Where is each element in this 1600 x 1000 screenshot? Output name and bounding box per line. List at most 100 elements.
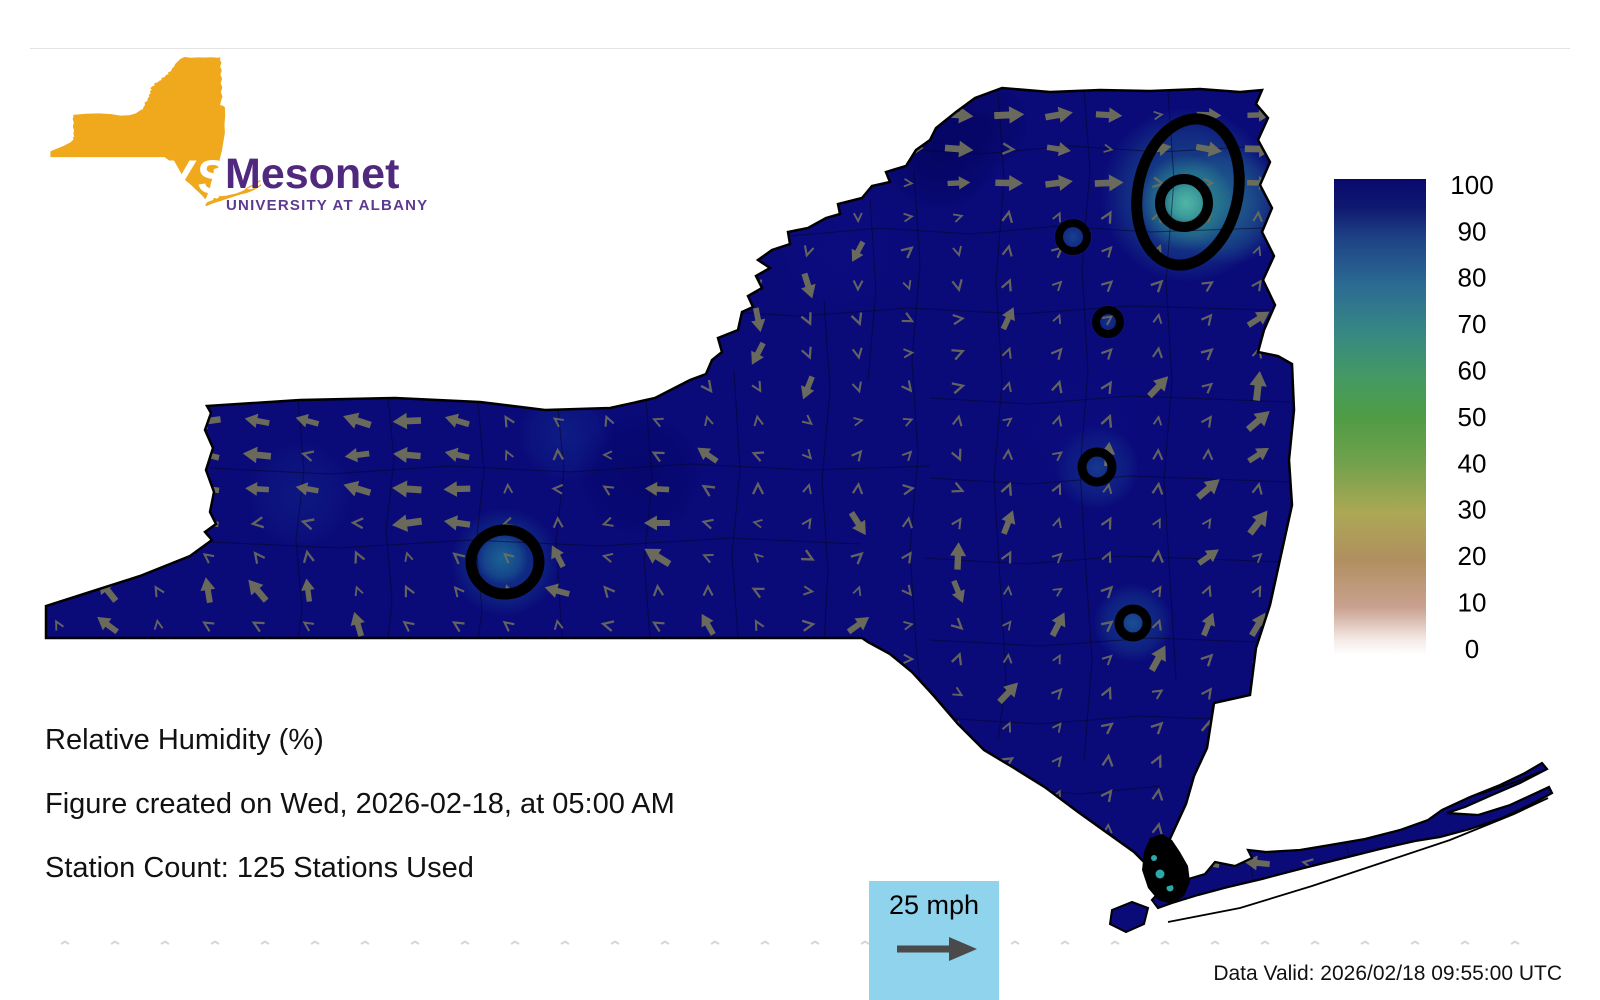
wind-arrow	[799, 136, 816, 162]
wind-chevron	[1051, 414, 1063, 427]
colorbar-tick-label: 70	[1458, 309, 1487, 339]
wind-chevron	[1101, 347, 1113, 360]
wind-arrow	[1147, 376, 1169, 399]
wind-chevron	[851, 449, 863, 462]
wind-chevron	[1250, 722, 1264, 735]
wind-chevron	[504, 415, 515, 428]
wind-chevron	[451, 621, 465, 633]
humidity-contour-ring	[465, 524, 545, 600]
wind-chevron	[1301, 892, 1313, 902]
wind-chevron	[1152, 415, 1163, 426]
wind-chevron	[1101, 245, 1113, 258]
wind-arrow	[1249, 370, 1267, 401]
edge-tick	[60, 940, 70, 945]
edge-tick	[1060, 940, 1070, 945]
wind-arrow	[1195, 141, 1222, 157]
county-line	[929, 475, 1291, 485]
wind-arrow	[1246, 311, 1270, 328]
wind-chevron	[1000, 278, 1012, 292]
wind-arrow	[1396, 890, 1419, 904]
wind-chevron	[654, 347, 664, 359]
wind-chevron	[1000, 550, 1012, 564]
wind-arrow	[644, 481, 670, 497]
edge-tick	[1260, 940, 1270, 945]
county-line	[929, 395, 1291, 405]
colorbar-tick-label: 0	[1465, 634, 1479, 664]
wind-chevron	[652, 381, 662, 392]
wind-chevron	[701, 518, 714, 530]
wind-arrow	[444, 413, 470, 428]
wind-chevron	[700, 244, 712, 258]
wind-arrow	[1045, 174, 1073, 191]
wind-chevron	[1201, 517, 1212, 529]
wind-arrow	[443, 481, 471, 497]
wind-chevron	[1200, 415, 1213, 428]
wind-chevron	[1251, 585, 1262, 598]
wind-chevron	[1052, 653, 1061, 665]
wind-chevron	[952, 686, 964, 697]
ny-state-gold-shape	[50, 57, 226, 200]
wind-chevron	[851, 481, 864, 495]
wind-chevron	[602, 450, 613, 460]
wind-chevron	[952, 414, 963, 427]
wind-speed-label: 25 mph	[888, 890, 980, 920]
nyc-humidity-dot	[1151, 855, 1157, 861]
wind-chevron	[801, 686, 812, 700]
wind-chevron	[804, 176, 816, 190]
wind-arrow	[46, 481, 72, 498]
wind-arrow	[1195, 479, 1220, 500]
humidity-spot	[575, 410, 705, 540]
wind-chevron	[151, 416, 164, 428]
colorbar-gradient	[1334, 179, 1426, 655]
wind-arrow	[94, 413, 121, 429]
wind-chevron	[1152, 346, 1163, 359]
wind-arrow	[950, 542, 967, 570]
wind-chevron	[702, 313, 712, 324]
wind-chevron	[901, 584, 913, 597]
wind-arrow	[951, 579, 965, 604]
wind-chevron	[754, 619, 765, 631]
wind-arrow	[1201, 612, 1216, 637]
wind-chevron	[1052, 516, 1062, 529]
colorbar-tick-label: 80	[1458, 263, 1487, 293]
wind-arrow	[1095, 107, 1123, 123]
wind-chevron	[700, 142, 713, 155]
wind-chevron	[1153, 110, 1164, 121]
wind-reference-arrow-icon	[897, 937, 977, 961]
colorbar-tick-label: 50	[1458, 402, 1487, 432]
wind-chevron	[901, 312, 915, 323]
wind-chevron	[552, 447, 565, 461]
humidity-spot	[245, 440, 355, 550]
colorbar-tick-label: 90	[1458, 216, 1487, 246]
wind-chevron	[202, 621, 215, 632]
figure-created-text: Figure created on Wed, 2026-02-18, at 05…	[45, 788, 675, 820]
wind-chevron	[1100, 686, 1112, 700]
wind-arrow	[1444, 855, 1471, 870]
wind-chevron	[903, 653, 915, 665]
wind-chevron	[1002, 620, 1012, 631]
wind-arrow	[143, 515, 171, 531]
wind-chevron	[1201, 281, 1214, 293]
wind-chevron	[1251, 482, 1263, 495]
wind-arrow	[343, 480, 372, 497]
humidity-contour-ring	[1155, 174, 1213, 232]
wind-chevron	[702, 584, 714, 597]
edge-tick	[1460, 940, 1470, 945]
wind-arrow	[444, 447, 470, 462]
wind-chevron	[1151, 618, 1162, 631]
wind-chevron	[1101, 654, 1113, 666]
wind-chevron	[951, 349, 966, 361]
wind-chevron	[153, 618, 164, 630]
wind-chevron	[951, 517, 962, 530]
humidity-contours	[465, 113, 1245, 904]
humidity-contour-ring	[1114, 604, 1152, 642]
wind-chevron	[1251, 688, 1264, 700]
logo-nys-text: NYS	[132, 150, 229, 203]
wind-chevron	[1101, 753, 1114, 767]
wind-chevron	[1051, 687, 1063, 700]
wind-arrow	[597, 272, 617, 299]
edge-tick	[1360, 940, 1370, 945]
wind-chevron	[1100, 722, 1114, 735]
wind-chevron	[1001, 721, 1012, 733]
